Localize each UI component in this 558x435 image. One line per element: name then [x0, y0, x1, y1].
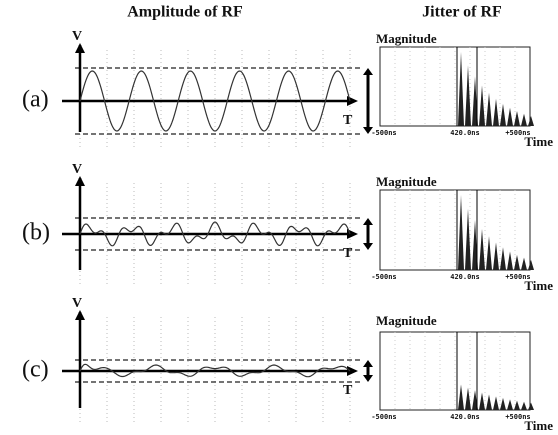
- magnitude-label: Magnitude: [376, 313, 437, 328]
- t-label: T: [343, 383, 353, 398]
- jitter-peak: [486, 395, 492, 410]
- v-label: V: [72, 296, 82, 311]
- jitter-tick: -500ns: [371, 273, 396, 281]
- jitter-tick: 420.0ns: [450, 129, 480, 137]
- jitter-peak: [479, 229, 485, 270]
- jitter-peak: [458, 384, 464, 410]
- jitter-peak: [500, 398, 506, 410]
- jitter-peak: [507, 252, 513, 270]
- jitter-tick: -500ns: [371, 413, 396, 421]
- v-label: V: [72, 162, 82, 177]
- jitter-peak: [528, 260, 534, 270]
- time-label: Time: [524, 134, 553, 149]
- jitter-peak: [493, 242, 499, 270]
- magnitude-label: Magnitude: [376, 31, 437, 46]
- right-title: Jitter of RF: [422, 4, 502, 21]
- t-arrow: [347, 366, 358, 376]
- figure: Amplitude of RF Jitter of RF (a) V T Magnit…: [0, 0, 558, 435]
- jitter-box: [380, 47, 530, 126]
- time-label: Time: [524, 278, 553, 293]
- jitter-tick: 420.0ns: [450, 273, 480, 281]
- jitter-peak: [479, 85, 485, 126]
- jitter-peak: [486, 93, 492, 126]
- jitter-peak: [528, 116, 534, 126]
- jitter-peak: [514, 111, 520, 126]
- panel-label: (c): [22, 357, 49, 383]
- jitter-box: [380, 332, 530, 410]
- panel-label: (a): [22, 87, 49, 113]
- left-title: Amplitude of RF: [127, 4, 243, 21]
- magnitude-label: Magnitude: [376, 174, 437, 189]
- jitter-peak: [507, 399, 513, 410]
- v-arrow: [75, 43, 85, 53]
- jitter-peak: [493, 396, 499, 410]
- jitter-peak: [521, 258, 527, 270]
- jitter-peak: [507, 108, 513, 126]
- v-label: V: [72, 29, 82, 44]
- time-label: Time: [524, 418, 553, 433]
- v-arrow: [75, 310, 85, 320]
- jitter-peak: [486, 236, 492, 270]
- jitter-peak: [458, 195, 464, 270]
- jitter-peak: [514, 401, 520, 410]
- jitter-tick: 420.0ns: [450, 413, 480, 421]
- t-label: T: [343, 246, 353, 261]
- panel-label: (b): [22, 220, 50, 246]
- jitter-peak: [521, 402, 527, 410]
- jitter-peak: [465, 387, 471, 410]
- jitter-peak: [465, 209, 471, 270]
- jitter-peak: [458, 52, 464, 126]
- jitter-peak: [500, 247, 506, 270]
- v-arrow: [75, 176, 85, 186]
- jitter-peak: [479, 392, 485, 410]
- t-label: T: [343, 113, 353, 128]
- jitter-peak: [493, 99, 499, 126]
- jitter-peak: [521, 114, 527, 126]
- jitter-peak: [500, 104, 506, 126]
- jitter-tick: -500ns: [371, 129, 396, 137]
- jitter-peak: [528, 403, 534, 410]
